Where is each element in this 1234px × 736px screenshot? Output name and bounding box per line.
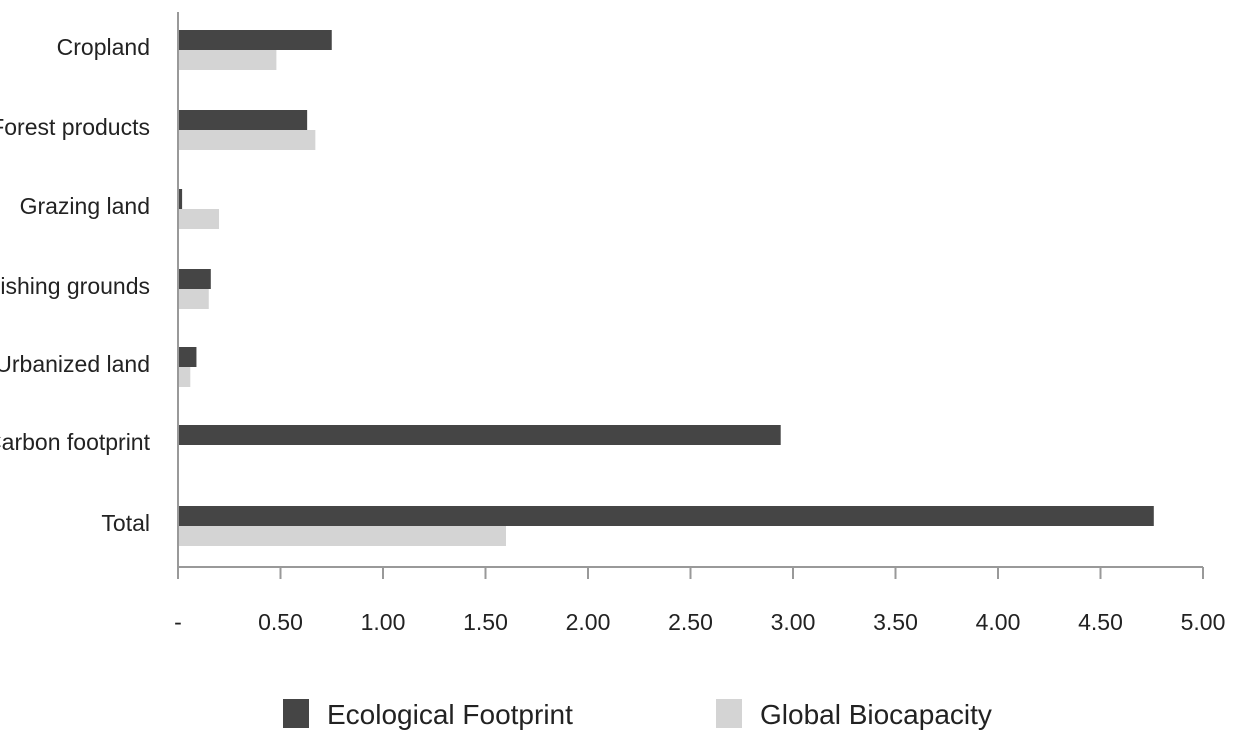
y-axis-labels: Cropland Forest products Grazing land Fishi… <box>0 34 151 536</box>
bar-global-biocapacity-forest-products <box>178 130 316 150</box>
bar-global-biocapacity-total <box>178 526 506 546</box>
legend-label-ecological-footprint: Ecological Footprint <box>327 699 573 730</box>
bar-global-biocapacity-fishing-grounds <box>178 289 209 309</box>
x-tick-label: - <box>174 609 182 635</box>
category-label-total: Total <box>101 510 150 536</box>
bar-global-biocapacity-urbanized-land <box>178 367 191 387</box>
x-tick-label: 5.00 <box>1181 609 1226 635</box>
x-tick-label: 0.50 <box>258 609 303 635</box>
category-label-fishing-grounds: Fishing grounds <box>0 273 150 299</box>
x-axis-tick-labels: - 0.50 1.00 1.50 2.00 2.50 3.00 3.50 4.00 4.50 5.0… <box>174 609 1225 635</box>
category-label-grazing-land: Grazing land <box>20 193 150 219</box>
bar-ecological-footprint-cropland <box>178 30 332 50</box>
legend-swatch-ecological-footprint <box>283 699 309 728</box>
x-tick-label: 1.50 <box>463 609 508 635</box>
x-tick-label: 2.50 <box>668 609 713 635</box>
bars <box>178 30 1154 546</box>
category-label-forest-products: Forest products <box>0 114 150 140</box>
x-tick-label: 3.00 <box>771 609 816 635</box>
x-tick-label: 1.00 <box>361 609 406 635</box>
x-tick-label: 2.00 <box>566 609 611 635</box>
legend-label-global-biocapacity: Global Biocapacity <box>760 699 992 730</box>
category-label-carbon-footprint: Carbon footprint <box>0 429 151 455</box>
legend-swatch-global-biocapacity <box>716 699 742 728</box>
x-tick-label: 3.50 <box>873 609 918 635</box>
bar-ecological-footprint-fishing-grounds <box>178 269 211 289</box>
bar-ecological-footprint-urbanized-land <box>178 347 197 367</box>
bar-ecological-footprint-forest-products <box>178 110 308 130</box>
bar-ecological-footprint-carbon-footprint <box>178 425 781 445</box>
x-axis-ticks <box>177 567 1204 579</box>
bar-global-biocapacity-cropland <box>178 50 277 70</box>
legend: Ecological Footprint Global Biocapacity <box>283 699 992 730</box>
bar-global-biocapacity-grazing-land <box>178 209 219 229</box>
x-tick-label: 4.50 <box>1078 609 1123 635</box>
bar-ecological-footprint-grazing-land <box>178 189 183 209</box>
x-tick-label: 4.00 <box>976 609 1021 635</box>
category-label-urbanized-land: Urbanized land <box>0 351 150 377</box>
bar-ecological-footprint-total <box>178 506 1154 526</box>
category-label-cropland: Cropland <box>57 34 150 60</box>
